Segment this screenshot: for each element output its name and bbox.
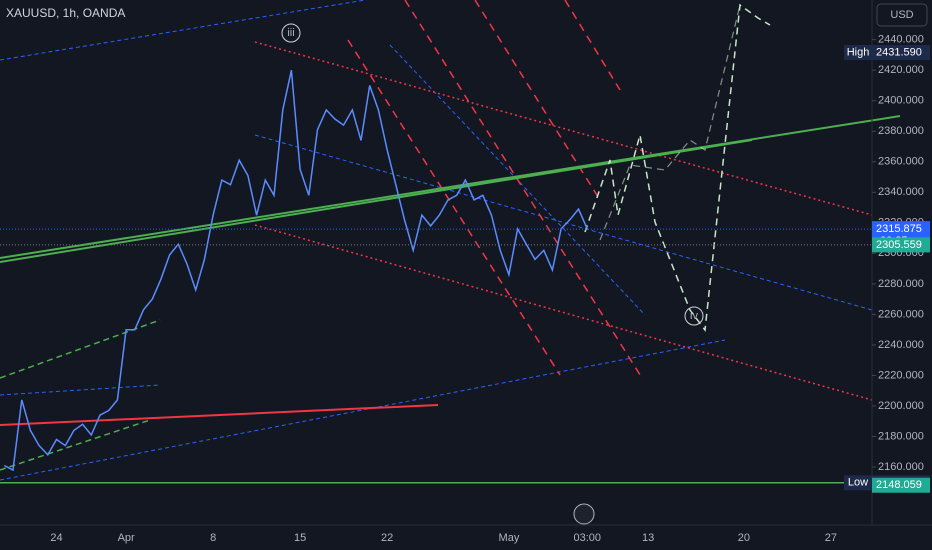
- price-tag-value: 2431.590: [876, 46, 922, 58]
- fan-line: [404, 0, 643, 379]
- trendline: [0, 0, 366, 61]
- currency-label: USD: [890, 9, 913, 21]
- price-tag: [872, 477, 930, 493]
- y-tick-label: 2360.000: [878, 156, 924, 168]
- y-tick-label: 2420.000: [878, 64, 924, 76]
- drawings: [0, 0, 901, 525]
- trendline: [0, 404, 439, 426]
- event-icon: [573, 503, 595, 525]
- x-tick-label: 22: [381, 532, 393, 544]
- symbol-title: XAUUSD, 1h, OANDA: [6, 6, 125, 20]
- x-tick-label: 8: [210, 532, 216, 544]
- y-tick-label: 2260.000: [878, 308, 924, 320]
- y-tick-label: 2400.000: [878, 95, 924, 107]
- channel-line: [254, 41, 873, 216]
- y-tick-label: 2280.000: [878, 278, 924, 290]
- y-tick-label: 2220.000: [878, 369, 924, 381]
- y-tick-label: 2160.000: [878, 461, 924, 473]
- price-tag-value: 2305.559: [876, 239, 922, 251]
- wave-circle: [281, 23, 301, 43]
- x-tick-label: May: [499, 532, 520, 544]
- x-tick-label: 03:00: [573, 532, 601, 544]
- trendline: [0, 139, 753, 263]
- currency-button[interactable]: [876, 3, 928, 27]
- price-tag-label-bg: [844, 45, 872, 61]
- channel-line: [254, 224, 873, 401]
- forecast-path: [584, 3, 771, 332]
- y-tick-label: 2440.000: [878, 34, 924, 46]
- fan-line: [347, 39, 561, 376]
- price-tag-label: High: [847, 46, 870, 58]
- y-tick-label: 2180.000: [878, 430, 924, 442]
- trendline: [0, 115, 901, 259]
- wave-label: iv: [690, 310, 698, 322]
- x-tick-label: 15: [294, 532, 306, 544]
- y-tick-label: 2340.000: [878, 186, 924, 198]
- x-tick-label: Apr: [118, 532, 135, 544]
- x-tick-label: 27: [825, 532, 837, 544]
- trendline: [0, 419, 151, 471]
- wave-circle: [684, 306, 704, 326]
- x-tick-label: 20: [738, 532, 750, 544]
- x-tick-label: 13: [642, 532, 654, 544]
- price-tag-value: 2148.059: [876, 479, 922, 491]
- trendline: [254, 134, 873, 311]
- y-tick-label: 2380.000: [878, 125, 924, 137]
- price-tag-label: Low: [848, 477, 868, 489]
- y-tick-label: 2200.000: [878, 400, 924, 412]
- trendline: [0, 384, 161, 396]
- fan-line: [564, 0, 621, 91]
- wave-label: iii: [287, 27, 294, 39]
- price-tag-label-bg: [844, 475, 872, 491]
- price-line: [3, 70, 588, 472]
- price-tag: [872, 45, 930, 61]
- y-tick-label: 2240.000: [878, 339, 924, 351]
- forecast-path: [599, 4, 741, 241]
- price-tag: [872, 237, 930, 253]
- price-tag-value: 2315.875: [876, 223, 922, 235]
- x-tick-label: 24: [50, 532, 62, 544]
